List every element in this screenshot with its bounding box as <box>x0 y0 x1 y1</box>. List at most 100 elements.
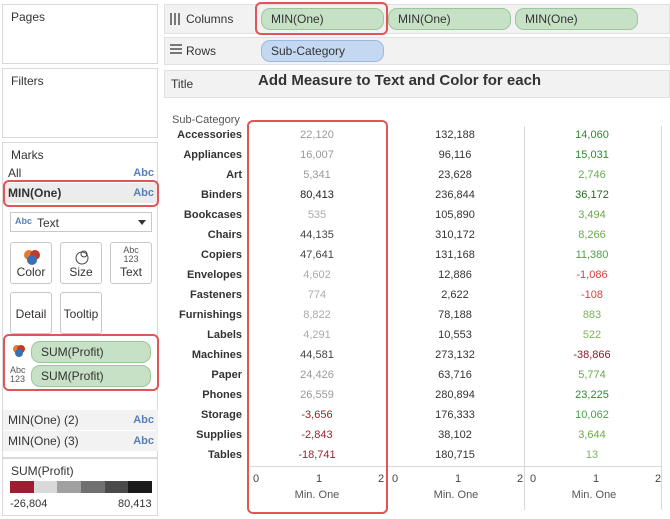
row-header-cell[interactable]: Art <box>226 169 242 181</box>
text-mark-3[interactable]: 5,774 <box>578 369 606 381</box>
text-mark-3[interactable]: -38,866 <box>573 349 611 361</box>
text-mark-2[interactable]: 310,172 <box>435 229 475 241</box>
row-header-cell[interactable]: Tables <box>207 449 242 461</box>
text-mark-1[interactable]: 22,120 <box>300 129 334 141</box>
marks-min-one-row[interactable]: MIN(One) Abc <box>3 183 158 203</box>
row-header-cell[interactable]: Paper <box>211 369 242 381</box>
text-mark-3[interactable]: 13 <box>585 449 599 461</box>
text-mark-3[interactable]: 2,746 <box>578 169 606 181</box>
text-mark-3[interactable]: 15,031 <box>575 149 609 161</box>
row-header-cell[interactable]: Fasteners <box>190 289 242 301</box>
text-mark-3[interactable]: 522 <box>582 329 602 341</box>
row-header-cell[interactable]: Phones <box>202 389 242 401</box>
text-mark-1[interactable]: 5,341 <box>303 169 331 181</box>
axis-tick-label: 0 <box>530 473 537 485</box>
pages-card[interactable]: Pages <box>2 4 158 64</box>
legend-min: -26,804 <box>10 498 48 510</box>
mark-type-dropdown[interactable]: Abc Text <box>10 212 152 232</box>
row-header-cell[interactable]: Machines <box>191 349 242 361</box>
text-mark-1[interactable]: 80,413 <box>300 189 334 201</box>
text-mark-3[interactable]: 883 <box>582 309 602 321</box>
text-field-abc: Abc <box>10 365 26 375</box>
row-header-cell[interactable]: Envelopes <box>186 269 242 281</box>
text-mark-1[interactable]: -3,656 <box>301 409 333 421</box>
row-header-cell[interactable]: Copiers <box>201 249 242 261</box>
text-mark-3[interactable]: 11,380 <box>575 249 609 261</box>
text-mark-1[interactable]: 47,641 <box>300 249 334 261</box>
columns-pill-2[interactable]: MIN(One) <box>388 8 511 30</box>
marks-all-row[interactable]: All Abc <box>3 163 158 183</box>
text-mark-2[interactable]: 105,890 <box>435 209 475 221</box>
tooltip-button[interactable]: Tooltip <box>60 292 102 334</box>
text-mark-icon: Abc <box>133 187 154 199</box>
row-header-cell[interactable]: Furnishings <box>179 309 242 321</box>
axis-title[interactable]: Min. One <box>571 489 617 501</box>
text-mark-1[interactable]: 44,135 <box>300 229 334 241</box>
filters-card[interactable]: Filters <box>2 68 158 138</box>
size-button[interactable]: Size <box>60 242 102 284</box>
text-mark-2[interactable]: 176,333 <box>435 409 475 421</box>
text-mark-2[interactable]: 12,886 <box>438 269 472 281</box>
text-mark-1[interactable]: -2,843 <box>301 429 333 441</box>
text-mark-3[interactable]: 3,494 <box>578 209 606 221</box>
row-header-cell[interactable]: Binders <box>201 189 242 201</box>
text-mark-2[interactable]: 131,168 <box>435 249 475 261</box>
rows-pill[interactable]: Sub-Category <box>261 40 384 62</box>
text-mark-1[interactable]: 774 <box>307 289 327 301</box>
text-mark-2[interactable]: 280,894 <box>435 389 475 401</box>
view-title[interactable]: Add Measure to Text and Color for each <box>258 72 542 89</box>
text-mark-3[interactable]: 36,172 <box>575 189 609 201</box>
text-mark-2[interactable]: 236,844 <box>435 189 475 201</box>
color-field-pill[interactable]: SUM(Profit) <box>31 341 151 363</box>
row-header-cell[interactable]: Bookcases <box>183 209 242 221</box>
columns-pill-3[interactable]: MIN(One) <box>515 8 638 30</box>
detail-button[interactable]: Detail <box>10 292 52 334</box>
text-mark-2[interactable]: 273,132 <box>435 349 475 361</box>
columns-pill-1[interactable]: MIN(One) <box>261 8 384 30</box>
text-mark-1[interactable]: 16,007 <box>300 149 334 161</box>
row-header-cell[interactable]: Accessories <box>177 129 242 141</box>
row-header-cell[interactable]: Appliances <box>183 149 242 161</box>
text-mark-1[interactable]: 24,426 <box>300 369 334 381</box>
text-mark-3[interactable]: 3,644 <box>578 429 606 441</box>
text-mark-2[interactable]: 38,102 <box>438 429 472 441</box>
text-mark-1[interactable]: 535 <box>307 209 327 221</box>
text-button[interactable]: Abc 123 Text <box>110 242 152 284</box>
text-mark-2[interactable]: 96,116 <box>438 149 472 161</box>
text-mark-2[interactable]: 180,715 <box>435 449 475 461</box>
text-mark-1[interactable]: 44,581 <box>300 349 334 361</box>
marks-min-one-3-row[interactable]: MIN(One) (3) Abc <box>3 431 158 451</box>
text-mark-1[interactable]: 4,602 <box>303 269 331 281</box>
marks-min-one-2-row[interactable]: MIN(One) (2) Abc <box>3 410 158 430</box>
text-mark-1[interactable]: -18,741 <box>298 449 336 461</box>
text-mark-3[interactable]: 14,060 <box>575 129 609 141</box>
text-mark-2[interactable]: 63,716 <box>438 369 472 381</box>
color-ramp-stop <box>81 481 105 493</box>
text-mark-2[interactable]: 2,622 <box>441 289 469 301</box>
text-mark-3[interactable]: 23,225 <box>575 389 609 401</box>
text-mark-2[interactable]: 23,628 <box>438 169 472 181</box>
text-field-pill[interactable]: SUM(Profit) <box>31 365 151 387</box>
text-mark-3[interactable]: 10,062 <box>575 409 609 421</box>
text-mark-2[interactable]: 10,553 <box>438 329 472 341</box>
row-header-cell[interactable]: Supplies <box>196 429 242 441</box>
row-header-title: Sub-Category <box>172 114 240 126</box>
text-field-icon: Abc 123 <box>10 366 26 384</box>
text-mark-3[interactable]: 8,266 <box>578 229 606 241</box>
text-mark-1[interactable]: 8,822 <box>303 309 331 321</box>
axis-title[interactable]: Min. One <box>433 489 479 501</box>
text-mark-3[interactable]: -1,086 <box>576 269 608 281</box>
highlight-marks-min-one <box>3 180 159 207</box>
rows-shelf[interactable] <box>164 37 670 65</box>
text-mark-1[interactable]: 4,291 <box>303 329 331 341</box>
text-mark-3[interactable]: -108 <box>580 289 604 301</box>
axis-title[interactable]: Min. One <box>294 489 340 501</box>
row-header-cell[interactable]: Storage <box>201 409 242 421</box>
text-mark-2[interactable]: 78,188 <box>438 309 472 321</box>
color-button[interactable]: Color <box>10 242 52 284</box>
row-header-cell[interactable]: Labels <box>207 329 242 341</box>
text-mark-2[interactable]: 132,188 <box>435 129 475 141</box>
row-header-cell[interactable]: Chairs <box>207 229 242 241</box>
axis-line <box>250 466 662 467</box>
text-mark-1[interactable]: 26,559 <box>300 389 334 401</box>
